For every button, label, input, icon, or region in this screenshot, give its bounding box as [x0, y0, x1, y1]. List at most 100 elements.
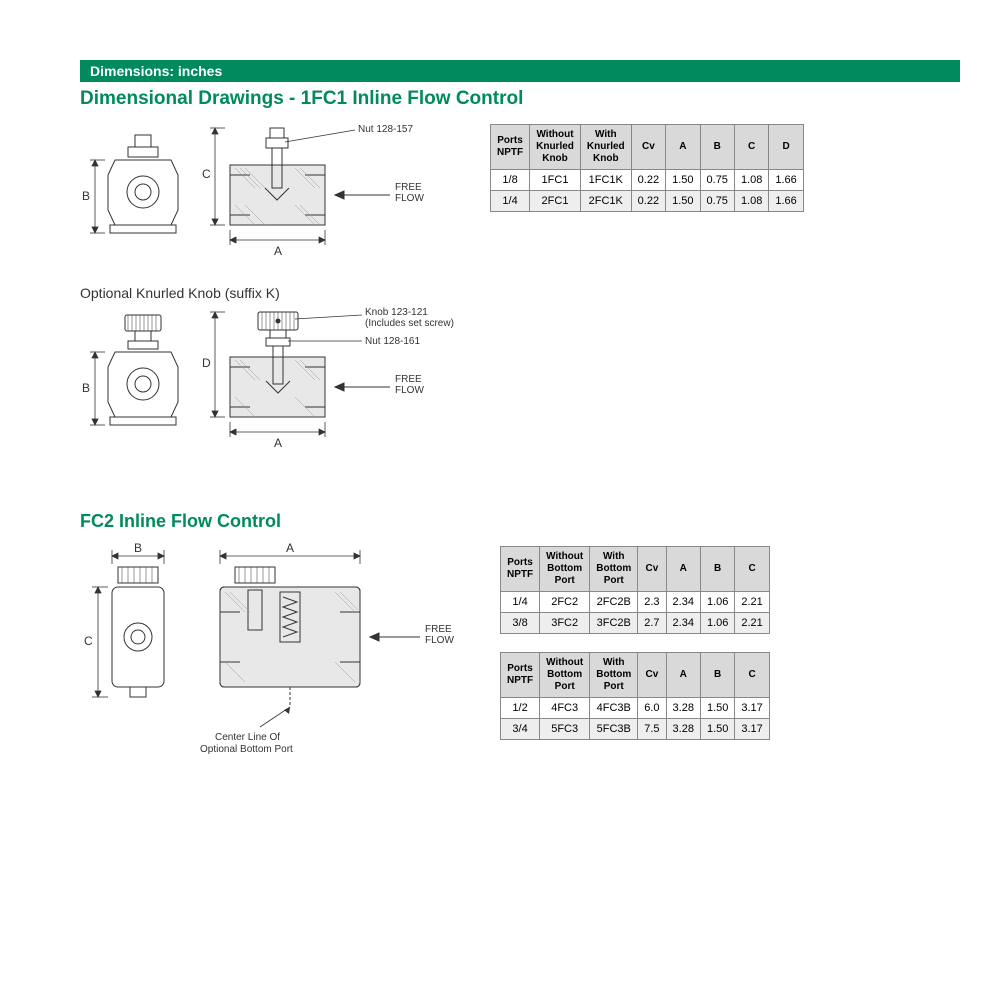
table-cell: 3.28: [666, 698, 700, 719]
section1-title: Dimensional Drawings - 1FC1 Inline Flow …: [80, 88, 960, 110]
table-cell: 2FC1K: [580, 191, 631, 212]
table-cell: 1/4: [501, 592, 540, 613]
table-cell: 3.17: [735, 719, 769, 740]
table-cell: 5FC3B: [590, 719, 638, 740]
table-row: 1/42FC12FC1K0.221.500.751.081.66: [491, 191, 804, 212]
fc1-spec-table: PortsNPTFWithoutKnurledKnobWithKnurledKn…: [490, 124, 804, 212]
table-cell: 3.28: [666, 719, 700, 740]
table-cell: 1.50: [700, 698, 734, 719]
dim-B: B: [82, 381, 90, 395]
table-header: WithBottomPort: [590, 653, 638, 698]
table-cell: 2.21: [735, 592, 769, 613]
bottom-port-label: Center Line Of: [215, 732, 280, 743]
dim-A: A: [274, 244, 282, 258]
table-cell: 2.3: [638, 592, 666, 613]
table-cell: 5FC3: [540, 719, 590, 740]
section2-title: FC2 Inline Flow Control: [80, 511, 960, 532]
table-header: PortsNPTF: [501, 547, 540, 592]
knob-label: Knob 123-121: [365, 307, 428, 318]
fc2-dim-C: C: [84, 634, 93, 648]
table-header: WithKnurledKnob: [580, 125, 631, 170]
table-header: C: [734, 125, 768, 170]
svg-text:FLOW: FLOW: [425, 635, 454, 646]
dim-D: D: [202, 356, 211, 370]
table-cell: 1.06: [700, 613, 734, 634]
table-header: WithoutBottomPort: [540, 547, 590, 592]
table-header: C: [735, 547, 769, 592]
table-cell: 2FC2B: [590, 592, 638, 613]
table-cell: 1/4: [491, 191, 530, 212]
table-cell: 4FC3: [540, 698, 590, 719]
dim-A: A: [274, 436, 282, 450]
table-row: 3/45FC35FC3B7.53.281.503.17: [501, 719, 770, 740]
table-cell: 1.50: [666, 191, 700, 212]
table-cell: 2.34: [666, 613, 700, 634]
svg-text:FLOW: FLOW: [395, 193, 424, 204]
svg-text:FREE: FREE: [425, 624, 452, 635]
dim-C: C: [202, 167, 211, 181]
table-header: WithoutKnurledKnob: [530, 125, 581, 170]
table-header: B: [700, 547, 734, 592]
table-cell: 0.22: [631, 170, 665, 191]
table-header: PortsNPTF: [491, 125, 530, 170]
table-cell: 2FC1: [530, 191, 581, 212]
table-cell: 2FC2: [540, 592, 590, 613]
table-cell: 2.21: [735, 613, 769, 634]
table-row: 1/81FC11FC1K0.221.500.751.081.66: [491, 170, 804, 191]
table-cell: 1.08: [734, 191, 768, 212]
svg-text:FREE: FREE: [395, 374, 422, 385]
knurled-knob-heading: Optional Knurled Knob (suffix K): [80, 285, 960, 301]
table-cell: 1.50: [700, 719, 734, 740]
table-row: 1/24FC34FC3B6.03.281.503.17: [501, 698, 770, 719]
nut-label-2: Nut 128-161: [365, 336, 420, 347]
dimensions-banner: Dimensions: inches: [80, 60, 960, 82]
table-header: B: [700, 125, 734, 170]
table-header: B: [700, 653, 734, 698]
table-cell: 2.7: [638, 613, 666, 634]
table-header: Cv: [638, 653, 666, 698]
svg-text:Optional Bottom Port: Optional Bottom Port: [200, 744, 293, 755]
table-header: WithoutBottomPort: [540, 653, 590, 698]
table-cell: 0.75: [700, 191, 734, 212]
table-cell: 1.66: [769, 191, 803, 212]
table-cell: 3.17: [735, 698, 769, 719]
free-flow-label: FREE: [395, 182, 422, 193]
table-cell: 1.50: [666, 170, 700, 191]
table-header: D: [769, 125, 803, 170]
table-cell: 0.22: [631, 191, 665, 212]
table-cell: 2.34: [666, 592, 700, 613]
table-header: A: [666, 547, 700, 592]
table-cell: 1FC1: [530, 170, 581, 191]
fc2-spec-table-a: PortsNPTFWithoutBottomPortWithBottomPort…: [500, 546, 770, 634]
table-cell: 3/8: [501, 613, 540, 634]
table-cell: 4FC3B: [590, 698, 638, 719]
fc1-knob-drawing: B: [80, 307, 960, 477]
fc2-spec-table-b: PortsNPTFWithoutBottomPortWithBottomPort…: [500, 652, 770, 740]
fc2-drawing: B C: [80, 542, 480, 777]
table-cell: 1.66: [769, 170, 803, 191]
table-header: WithBottomPort: [590, 547, 638, 592]
table-header: A: [666, 125, 700, 170]
table-header: Cv: [638, 547, 666, 592]
fc1-drawing: B: [80, 120, 470, 275]
svg-text:FLOW: FLOW: [395, 385, 424, 396]
table-cell: 3FC2: [540, 613, 590, 634]
table-row: 3/83FC23FC2B2.72.341.062.21: [501, 613, 770, 634]
nut-label: Nut 128-157: [358, 124, 413, 135]
table-cell: 0.75: [700, 170, 734, 191]
dim-B: B: [82, 189, 90, 203]
table-header: A: [666, 653, 700, 698]
table-cell: 6.0: [638, 698, 666, 719]
fc2-dim-A: A: [286, 542, 294, 555]
svg-text:(Includes set screw): (Includes set screw): [365, 318, 454, 329]
table-cell: 1FC1K: [580, 170, 631, 191]
table-cell: 1.06: [700, 592, 734, 613]
table-cell: 3FC2B: [590, 613, 638, 634]
table-cell: 1.08: [734, 170, 768, 191]
table-cell: 3/4: [501, 719, 540, 740]
table-header: C: [735, 653, 769, 698]
table-header: Cv: [631, 125, 665, 170]
table-cell: 1/2: [501, 698, 540, 719]
table-row: 1/42FC22FC2B2.32.341.062.21: [501, 592, 770, 613]
table-header: PortsNPTF: [501, 653, 540, 698]
